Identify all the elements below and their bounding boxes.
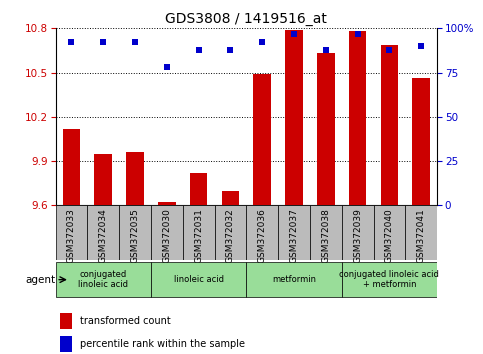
Bar (151, 205, 183, 260)
Text: GSM372040: GSM372040 (385, 208, 394, 263)
Point (227, 47, 234, 52)
Bar (342, 205, 373, 260)
Bar (381, 45, 398, 205)
Point (354, 31, 361, 36)
Bar (60, 336, 72, 352)
Text: GSM372032: GSM372032 (226, 208, 235, 263)
Bar (60, 313, 72, 329)
Point (385, 47, 393, 52)
Bar (56, 262, 151, 297)
Bar (278, 205, 310, 260)
Text: metformin: metformin (272, 275, 316, 284)
Bar (56, 205, 87, 260)
Bar (373, 205, 405, 260)
Bar (126, 152, 144, 205)
Text: linoleic acid: linoleic acid (173, 275, 224, 284)
Bar (254, 74, 271, 205)
Text: GSM372030: GSM372030 (162, 208, 171, 263)
Bar (151, 262, 246, 297)
Point (163, 64, 170, 70)
Text: GSM372038: GSM372038 (321, 208, 330, 263)
Bar (95, 154, 112, 205)
Bar (63, 129, 80, 205)
Point (68, 40, 75, 45)
Text: GSM372035: GSM372035 (130, 208, 140, 263)
Text: conjugated linoleic acid
+ metformin: conjugated linoleic acid + metformin (340, 270, 440, 289)
Bar (158, 202, 176, 205)
Text: GSM372033: GSM372033 (67, 208, 76, 263)
Bar (317, 53, 335, 205)
Point (99, 40, 107, 45)
Point (258, 40, 266, 45)
Point (195, 47, 202, 52)
Text: GSM372039: GSM372039 (353, 208, 362, 263)
Text: GSM372034: GSM372034 (99, 208, 108, 263)
Text: GSM372036: GSM372036 (258, 208, 267, 263)
Bar (214, 205, 246, 260)
Bar (87, 205, 119, 260)
Bar (412, 79, 430, 205)
Text: GSM372041: GSM372041 (417, 208, 426, 263)
Bar (349, 31, 367, 205)
Point (290, 31, 298, 36)
Bar (183, 205, 214, 260)
Text: transformed count: transformed count (80, 316, 171, 326)
Point (131, 40, 139, 45)
Bar (246, 262, 342, 297)
Text: GSM372037: GSM372037 (289, 208, 298, 263)
Text: percentile rank within the sample: percentile rank within the sample (80, 339, 245, 349)
Bar (119, 205, 151, 260)
Bar (342, 262, 437, 297)
Bar (190, 173, 207, 205)
Bar (310, 205, 342, 260)
Text: conjugated
linoleic acid: conjugated linoleic acid (78, 270, 128, 289)
Text: agent: agent (25, 275, 55, 285)
Point (417, 43, 425, 49)
Point (322, 47, 330, 52)
Text: GSM372031: GSM372031 (194, 208, 203, 263)
Bar (222, 190, 239, 205)
Bar (405, 205, 437, 260)
Bar (246, 205, 278, 260)
Bar (285, 30, 303, 205)
Title: GDS3808 / 1419516_at: GDS3808 / 1419516_at (165, 12, 327, 26)
